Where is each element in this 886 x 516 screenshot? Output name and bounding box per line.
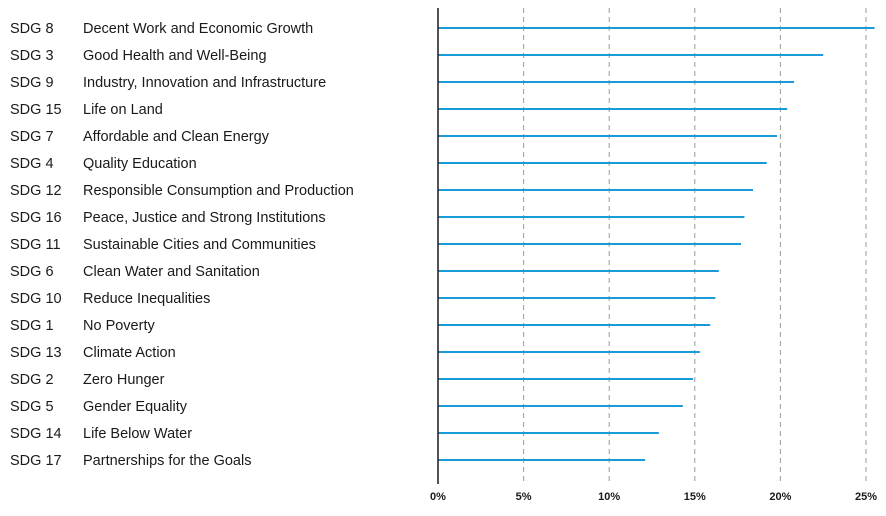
x-tick-label-15: 15% — [684, 491, 706, 503]
label-name-sdg-2: Zero Hunger — [83, 372, 165, 388]
label-name-sdg-8: Decent Work and Economic Growth — [83, 21, 313, 37]
label-name-sdg-11: Sustainable Cities and Communities — [83, 237, 316, 253]
label-code-sdg-16: SDG 16 — [10, 210, 62, 226]
label-name-sdg-16: Peace, Justice and Strong Institutions — [83, 210, 326, 226]
label-code-sdg-11: SDG 11 — [10, 237, 61, 253]
label-code-sdg-9: SDG 9 — [10, 75, 54, 91]
label-name-sdg-9: Industry, Innovation and Infrastructure — [83, 75, 326, 91]
category-labels: SDG 8 Decent Work and Economic Growth SDG … — [10, 21, 354, 469]
label-name-sdg-3: Good Health and Well-Being — [83, 48, 267, 64]
x-tick-label-5: 5% — [516, 491, 532, 503]
x-tick-label-20: 20% — [769, 491, 791, 503]
label-name-sdg-10: Reduce Inequalities — [83, 291, 210, 307]
label-code-sdg-3: SDG 3 — [10, 48, 54, 64]
label-code-sdg-8: SDG 8 — [10, 21, 54, 37]
bars — [438, 27, 875, 461]
label-name-sdg-4: Quality Education — [83, 156, 197, 172]
label-code-sdg-10: SDG 10 — [10, 291, 62, 307]
gridlines — [523, 8, 867, 484]
label-code-sdg-4: SDG 4 — [10, 156, 54, 172]
label-name-sdg-6: Clean Water and Sanitation — [83, 264, 260, 280]
label-code-sdg-15: SDG 15 — [10, 102, 62, 118]
label-name-sdg-5: Gender Equality — [83, 399, 188, 415]
label-name-sdg-1: No Poverty — [83, 318, 155, 334]
label-name-sdg-15: Life on Land — [83, 102, 163, 118]
x-tick-label-25: 25% — [855, 491, 877, 503]
label-name-sdg-12: Responsible Consumption and Production — [83, 183, 354, 199]
label-code-sdg-13: SDG 13 — [10, 345, 62, 361]
x-tick-label-10: 10% — [598, 491, 620, 503]
label-code-sdg-1: SDG 1 — [10, 318, 54, 334]
label-code-sdg-5: SDG 5 — [10, 399, 54, 415]
label-name-sdg-13: Climate Action — [83, 345, 176, 361]
label-name-sdg-17: Partnerships for the Goals — [83, 453, 251, 469]
label-name-sdg-7: Affordable and Clean Energy — [83, 129, 270, 145]
label-code-sdg-12: SDG 12 — [10, 183, 62, 199]
label-name-sdg-14: Life Below Water — [83, 426, 192, 442]
label-code-sdg-6: SDG 6 — [10, 264, 54, 280]
label-code-sdg-17: SDG 17 — [10, 453, 62, 469]
label-code-sdg-2: SDG 2 — [10, 372, 54, 388]
label-code-sdg-7: SDG 7 — [10, 129, 54, 145]
x-tick-labels: 0% 5% 10% 15% 20% 25% — [430, 491, 877, 503]
label-code-sdg-14: SDG 14 — [10, 426, 62, 442]
x-tick-label-0: 0% — [430, 491, 446, 503]
